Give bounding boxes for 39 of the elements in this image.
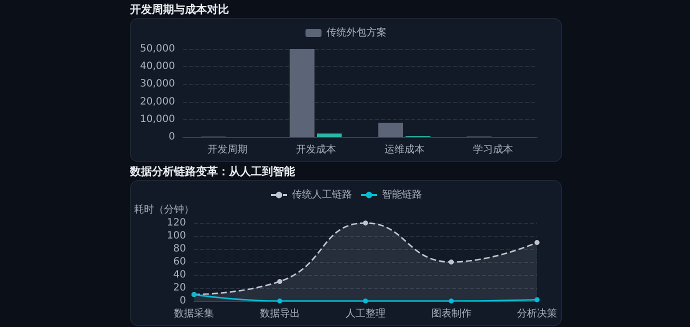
y-tick-label: 20,000	[140, 96, 175, 108]
x-tick-label: 开发周期	[207, 144, 248, 156]
point	[448, 298, 454, 304]
point	[448, 260, 454, 264]
x-tick-label: 运维成本	[384, 144, 424, 156]
y-tick-label: 30,000	[140, 78, 175, 90]
legend-label: 智能链路	[382, 188, 422, 200]
x-tick-label: 分析决策	[517, 308, 557, 320]
y-tick-label: 40	[173, 270, 186, 280]
point	[277, 279, 282, 284]
x-tick-label: 图表制作	[431, 308, 472, 320]
x-tick-label: 开发成本	[296, 144, 336, 156]
point	[277, 298, 282, 304]
point	[534, 240, 540, 245]
y-tick-label: 0	[168, 132, 175, 142]
bar	[290, 49, 315, 137]
point	[363, 220, 368, 226]
y-tick-label: 0	[180, 296, 186, 306]
legend-label: 传统外包方案	[326, 26, 386, 38]
chart-title: 开发周期与成本对比	[130, 2, 230, 18]
x-tick-label: 人工整理	[346, 308, 386, 320]
x-tick-label: 数据采集	[174, 308, 214, 320]
y-tick-label: 40,000	[140, 61, 175, 72]
y-tick-label: 10,000	[140, 114, 175, 125]
y-tick-label: 20	[173, 282, 186, 294]
y-tick-label: 60	[173, 256, 186, 268]
y-axis-title: 耗时（分钟）	[134, 204, 194, 216]
legend-label: 传统人工链路	[292, 188, 352, 200]
y-tick-label: 50,000	[140, 44, 175, 54]
point	[363, 298, 368, 304]
y-tick-label: 80	[173, 244, 186, 254]
bar	[378, 122, 404, 137]
y-tick-label: 120	[166, 218, 186, 228]
chart-title: 数据分析链路变革：从人工到智能	[130, 164, 296, 180]
x-tick-label: 数据导出	[260, 308, 300, 320]
y-tick-label: 100	[166, 230, 186, 242]
bar	[316, 133, 342, 137]
point	[534, 297, 540, 302]
x-tick-label: 学习成本	[472, 144, 513, 156]
